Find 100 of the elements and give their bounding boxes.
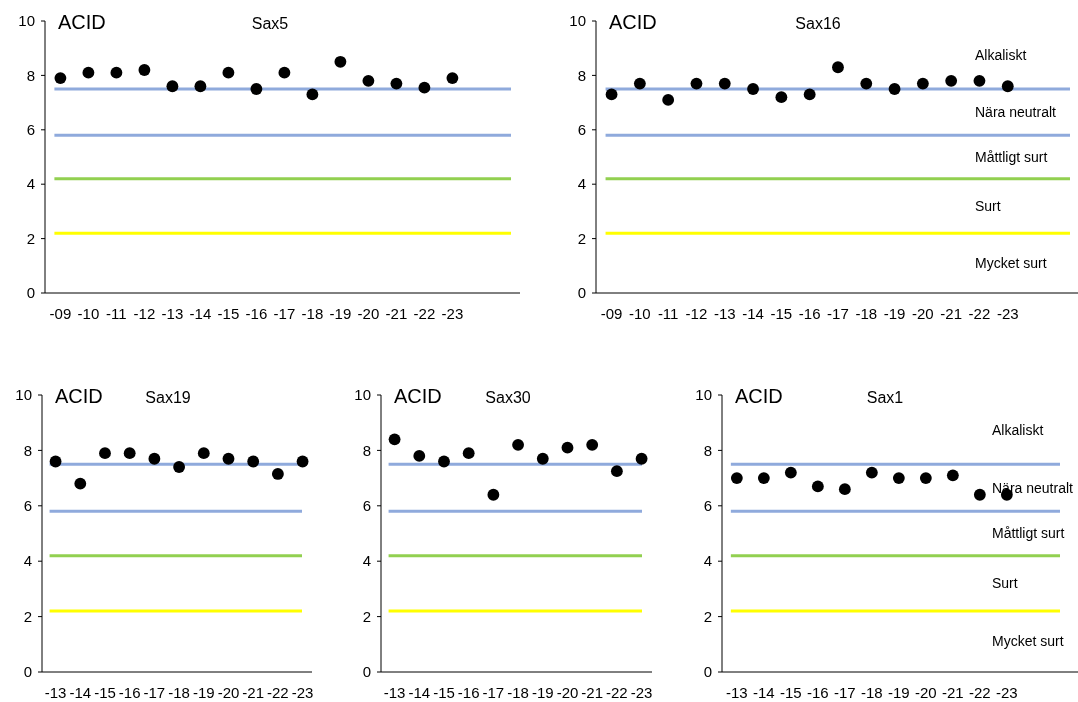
x-tick-label: -15 bbox=[94, 684, 116, 701]
y-tick-label: 8 bbox=[577, 66, 586, 84]
x-tick-label: -17 bbox=[273, 305, 296, 322]
x-tick-label: -22 bbox=[968, 305, 991, 322]
x-tick-label: -23 bbox=[630, 684, 653, 701]
y-tick-label: 6 bbox=[577, 121, 586, 139]
point bbox=[803, 88, 816, 101]
x-tick-label: -23 bbox=[291, 684, 314, 701]
point bbox=[388, 433, 401, 446]
x-tick-label: -23 bbox=[996, 684, 1018, 701]
y-tick-label: 2 bbox=[577, 229, 586, 247]
x-tick-label: -13 bbox=[383, 684, 406, 701]
x-tick-label: -16 bbox=[118, 684, 141, 701]
x-tick-label: -10 bbox=[77, 305, 100, 322]
point bbox=[865, 466, 878, 479]
point bbox=[633, 77, 646, 90]
point bbox=[832, 61, 844, 74]
point bbox=[222, 452, 235, 465]
x-tick-label: -10 bbox=[629, 305, 651, 322]
x-tick-label: -14 bbox=[753, 684, 775, 701]
x-tick-label: -22 bbox=[606, 684, 628, 701]
point bbox=[730, 472, 743, 485]
point bbox=[838, 483, 851, 496]
annotation: Måttligt surt bbox=[992, 525, 1065, 542]
y-tick-label: 4 bbox=[23, 552, 32, 570]
point bbox=[973, 74, 986, 87]
x-tick-label: -13 bbox=[713, 305, 736, 322]
point bbox=[757, 472, 770, 485]
x-tick-label: -19 bbox=[888, 684, 910, 701]
chart-title: Sax5 bbox=[251, 15, 289, 32]
x-tick-label: -21 bbox=[581, 684, 604, 701]
x-tick-label: -09 bbox=[49, 305, 72, 322]
x-tick-label: -17 bbox=[827, 305, 849, 322]
point bbox=[306, 88, 319, 101]
x-tick-label: -18 bbox=[301, 305, 324, 322]
y-tick-label: 6 bbox=[23, 497, 32, 515]
y-tick-label: 8 bbox=[26, 66, 35, 84]
y-tick-label: 2 bbox=[26, 229, 35, 247]
x-tick-label: -16 bbox=[245, 305, 268, 322]
x-tick-label: -13 bbox=[726, 684, 748, 701]
point bbox=[194, 80, 207, 93]
y-tick-label: 2 bbox=[23, 607, 32, 625]
point bbox=[586, 438, 599, 451]
x-tick-label: -14 bbox=[69, 684, 92, 701]
y-axis-title: ACID bbox=[58, 11, 106, 33]
point bbox=[390, 77, 403, 90]
x-tick-label: -21 bbox=[942, 684, 964, 701]
point bbox=[811, 480, 824, 493]
point bbox=[49, 455, 62, 468]
x-tick-label: -15 bbox=[770, 305, 793, 322]
x-tick-label: -19 bbox=[531, 684, 554, 701]
y-axis-title: ACID bbox=[55, 385, 103, 407]
x-tick-label: -21 bbox=[385, 305, 408, 322]
chart-title: Sax30 bbox=[485, 389, 531, 406]
y-tick-label: 10 bbox=[18, 12, 35, 30]
y-tick-label: 2 bbox=[703, 607, 712, 625]
point bbox=[860, 77, 873, 90]
x-tick-label: -17 bbox=[143, 684, 166, 701]
point bbox=[462, 447, 475, 460]
x-tick-label: -18 bbox=[855, 305, 878, 322]
x-tick-label: -18 bbox=[507, 684, 529, 701]
y-tick-label: 6 bbox=[703, 497, 712, 515]
annotation: Surt bbox=[992, 575, 1018, 592]
point bbox=[690, 77, 703, 90]
point bbox=[561, 441, 574, 454]
point bbox=[892, 472, 905, 485]
annotation: Nära neutralt bbox=[975, 104, 1057, 121]
y-tick-label: 8 bbox=[362, 441, 371, 459]
x-tick-label: -22 bbox=[969, 684, 991, 701]
x-tick-label: -21 bbox=[242, 684, 265, 701]
x-tick-label: -20 bbox=[357, 305, 380, 322]
y-axis-title: ACID bbox=[609, 11, 657, 33]
y-axis-title: ACID bbox=[394, 385, 442, 407]
point bbox=[74, 477, 87, 490]
point bbox=[418, 81, 431, 94]
point bbox=[197, 447, 210, 460]
point bbox=[222, 66, 235, 79]
point bbox=[973, 488, 986, 501]
y-tick-label: 2 bbox=[362, 607, 371, 625]
y-tick-label: 10 bbox=[695, 386, 712, 404]
point bbox=[166, 80, 179, 93]
x-tick-label: -18 bbox=[861, 684, 883, 701]
point bbox=[605, 88, 618, 101]
x-tick-label: -13 bbox=[161, 305, 184, 322]
x-tick-label: -16 bbox=[798, 305, 821, 322]
point bbox=[512, 438, 524, 451]
x-tick-label: -16 bbox=[457, 684, 480, 701]
point bbox=[438, 455, 450, 468]
y-tick-label: 0 bbox=[23, 663, 32, 681]
point bbox=[82, 66, 95, 79]
point bbox=[148, 452, 161, 465]
y-tick-label: 10 bbox=[15, 386, 32, 404]
x-tick-label: -09 bbox=[600, 305, 623, 322]
x-tick-label: -14 bbox=[408, 684, 431, 701]
x-tick-label: -20 bbox=[915, 684, 937, 701]
point bbox=[919, 472, 932, 485]
point bbox=[946, 469, 959, 482]
x-tick-label: -11 bbox=[106, 305, 127, 322]
y-tick-label: 0 bbox=[703, 663, 712, 681]
point bbox=[334, 55, 347, 68]
